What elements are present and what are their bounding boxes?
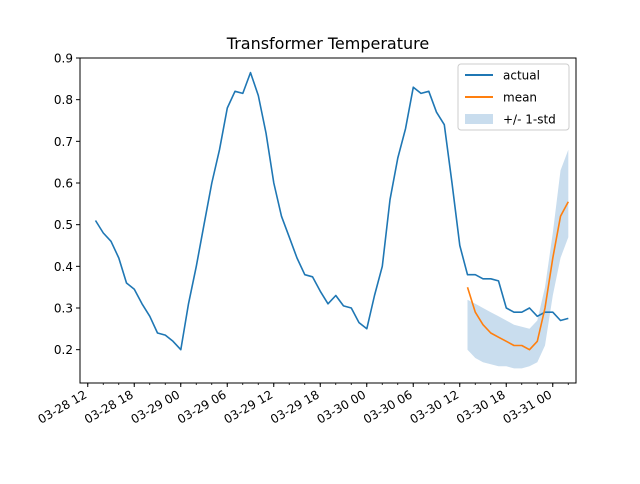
series-lines-layer (94, 71, 570, 351)
chart-title: Transformer Temperature (226, 34, 429, 53)
x-tick-label: 03-29 06 (175, 387, 229, 426)
x-tick-label: 03-29 00 (129, 387, 183, 426)
y-tick-label: 0.6 (54, 177, 73, 191)
x-tick-label: 03-30 00 (315, 387, 369, 426)
x-tick-label: 03-31 00 (501, 387, 555, 426)
y-tick-label: 0.3 (54, 302, 73, 316)
x-tick-label: 03-30 06 (361, 387, 415, 426)
y-tick-label: 0.9 (54, 52, 73, 66)
series-line-mean (466, 201, 570, 351)
y-tick-label: 0.4 (54, 260, 73, 274)
legend-label: actual (503, 69, 540, 83)
legend-box (457, 63, 570, 131)
legend-swatch-band (465, 114, 493, 124)
y-tick-label: 0.7 (54, 135, 73, 149)
x-tick-label: 03-30 12 (408, 387, 462, 426)
legend-label: mean (503, 91, 537, 105)
y-tick-label: 0.8 (54, 93, 73, 107)
x-tick-label: 03-29 18 (268, 387, 322, 426)
y-axis: 0.2 0.3 0.4 0.5 0.6 0.7 0.8 0.9 (54, 52, 80, 357)
plot-frame (79, 57, 577, 384)
series-line-actual (94, 71, 569, 351)
x-tick-label: 03-28 12 (36, 387, 90, 426)
legend: actual mean +/- 1-std (457, 63, 570, 131)
x-tick-label: 03-30 18 (454, 387, 508, 426)
y-tick-label: 0.2 (54, 343, 73, 357)
x-tick-label: 03-28 18 (82, 387, 136, 426)
y-tick-label: 0.5 (54, 218, 73, 232)
legend-label: +/- 1-std (503, 113, 556, 127)
x-tick-label: 03-29 12 (222, 387, 276, 426)
